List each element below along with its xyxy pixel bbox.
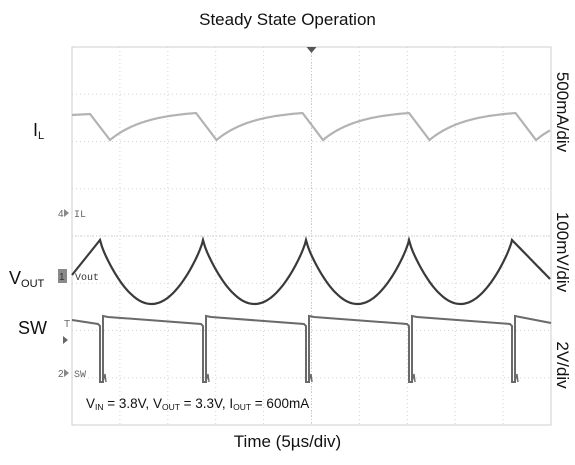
vout-marker-label: Vout — [75, 273, 99, 284]
il-marker-label: IL — [74, 210, 86, 221]
sw-marker-label: SW — [74, 370, 86, 381]
grid — [72, 47, 551, 425]
sw-ringing-spike — [411, 373, 416, 383]
vout-marker-number: 1 — [59, 272, 65, 283]
vout-trace — [71, 235, 551, 306]
vout-marker-box — [58, 269, 67, 283]
sw-ringing-spike — [102, 373, 107, 383]
traces — [71, 111, 552, 383]
il-marker-number: 4 — [58, 209, 64, 220]
il-scale-label: 500mA/div — [553, 71, 572, 153]
chart-title: Steady State Operation — [199, 10, 376, 29]
operating-conditions-note: VIN = 3.8V, VOUT = 3.3V, IOUT = 600mA — [86, 396, 310, 412]
sw-marker-number: 2 — [58, 369, 64, 380]
channel-markers: 4 IL 1 Vout 2 SW T — [58, 209, 99, 381]
x-axis-label: Time (5µs/div) — [233, 432, 342, 451]
trigger-position-marker — [306, 47, 317, 53]
sw-marker-arrow — [64, 369, 69, 377]
vout-scale-label: 100mV/div — [553, 211, 572, 293]
sw-trace — [71, 314, 552, 383]
vout-label: VOUT — [9, 268, 45, 290]
trigger-level-letter: T — [64, 319, 70, 330]
sw-label: SW — [18, 318, 47, 338]
sw-ringing-spike — [514, 373, 519, 383]
il-trace — [71, 111, 551, 142]
il-marker-arrow — [64, 209, 69, 217]
sw-ringing-spike — [308, 373, 313, 383]
trigger-level-arrow — [63, 336, 68, 344]
sw-ringing-spike — [205, 373, 210, 383]
sw-scale-label: 2V/div — [553, 341, 572, 389]
il-label: IL — [33, 120, 45, 142]
